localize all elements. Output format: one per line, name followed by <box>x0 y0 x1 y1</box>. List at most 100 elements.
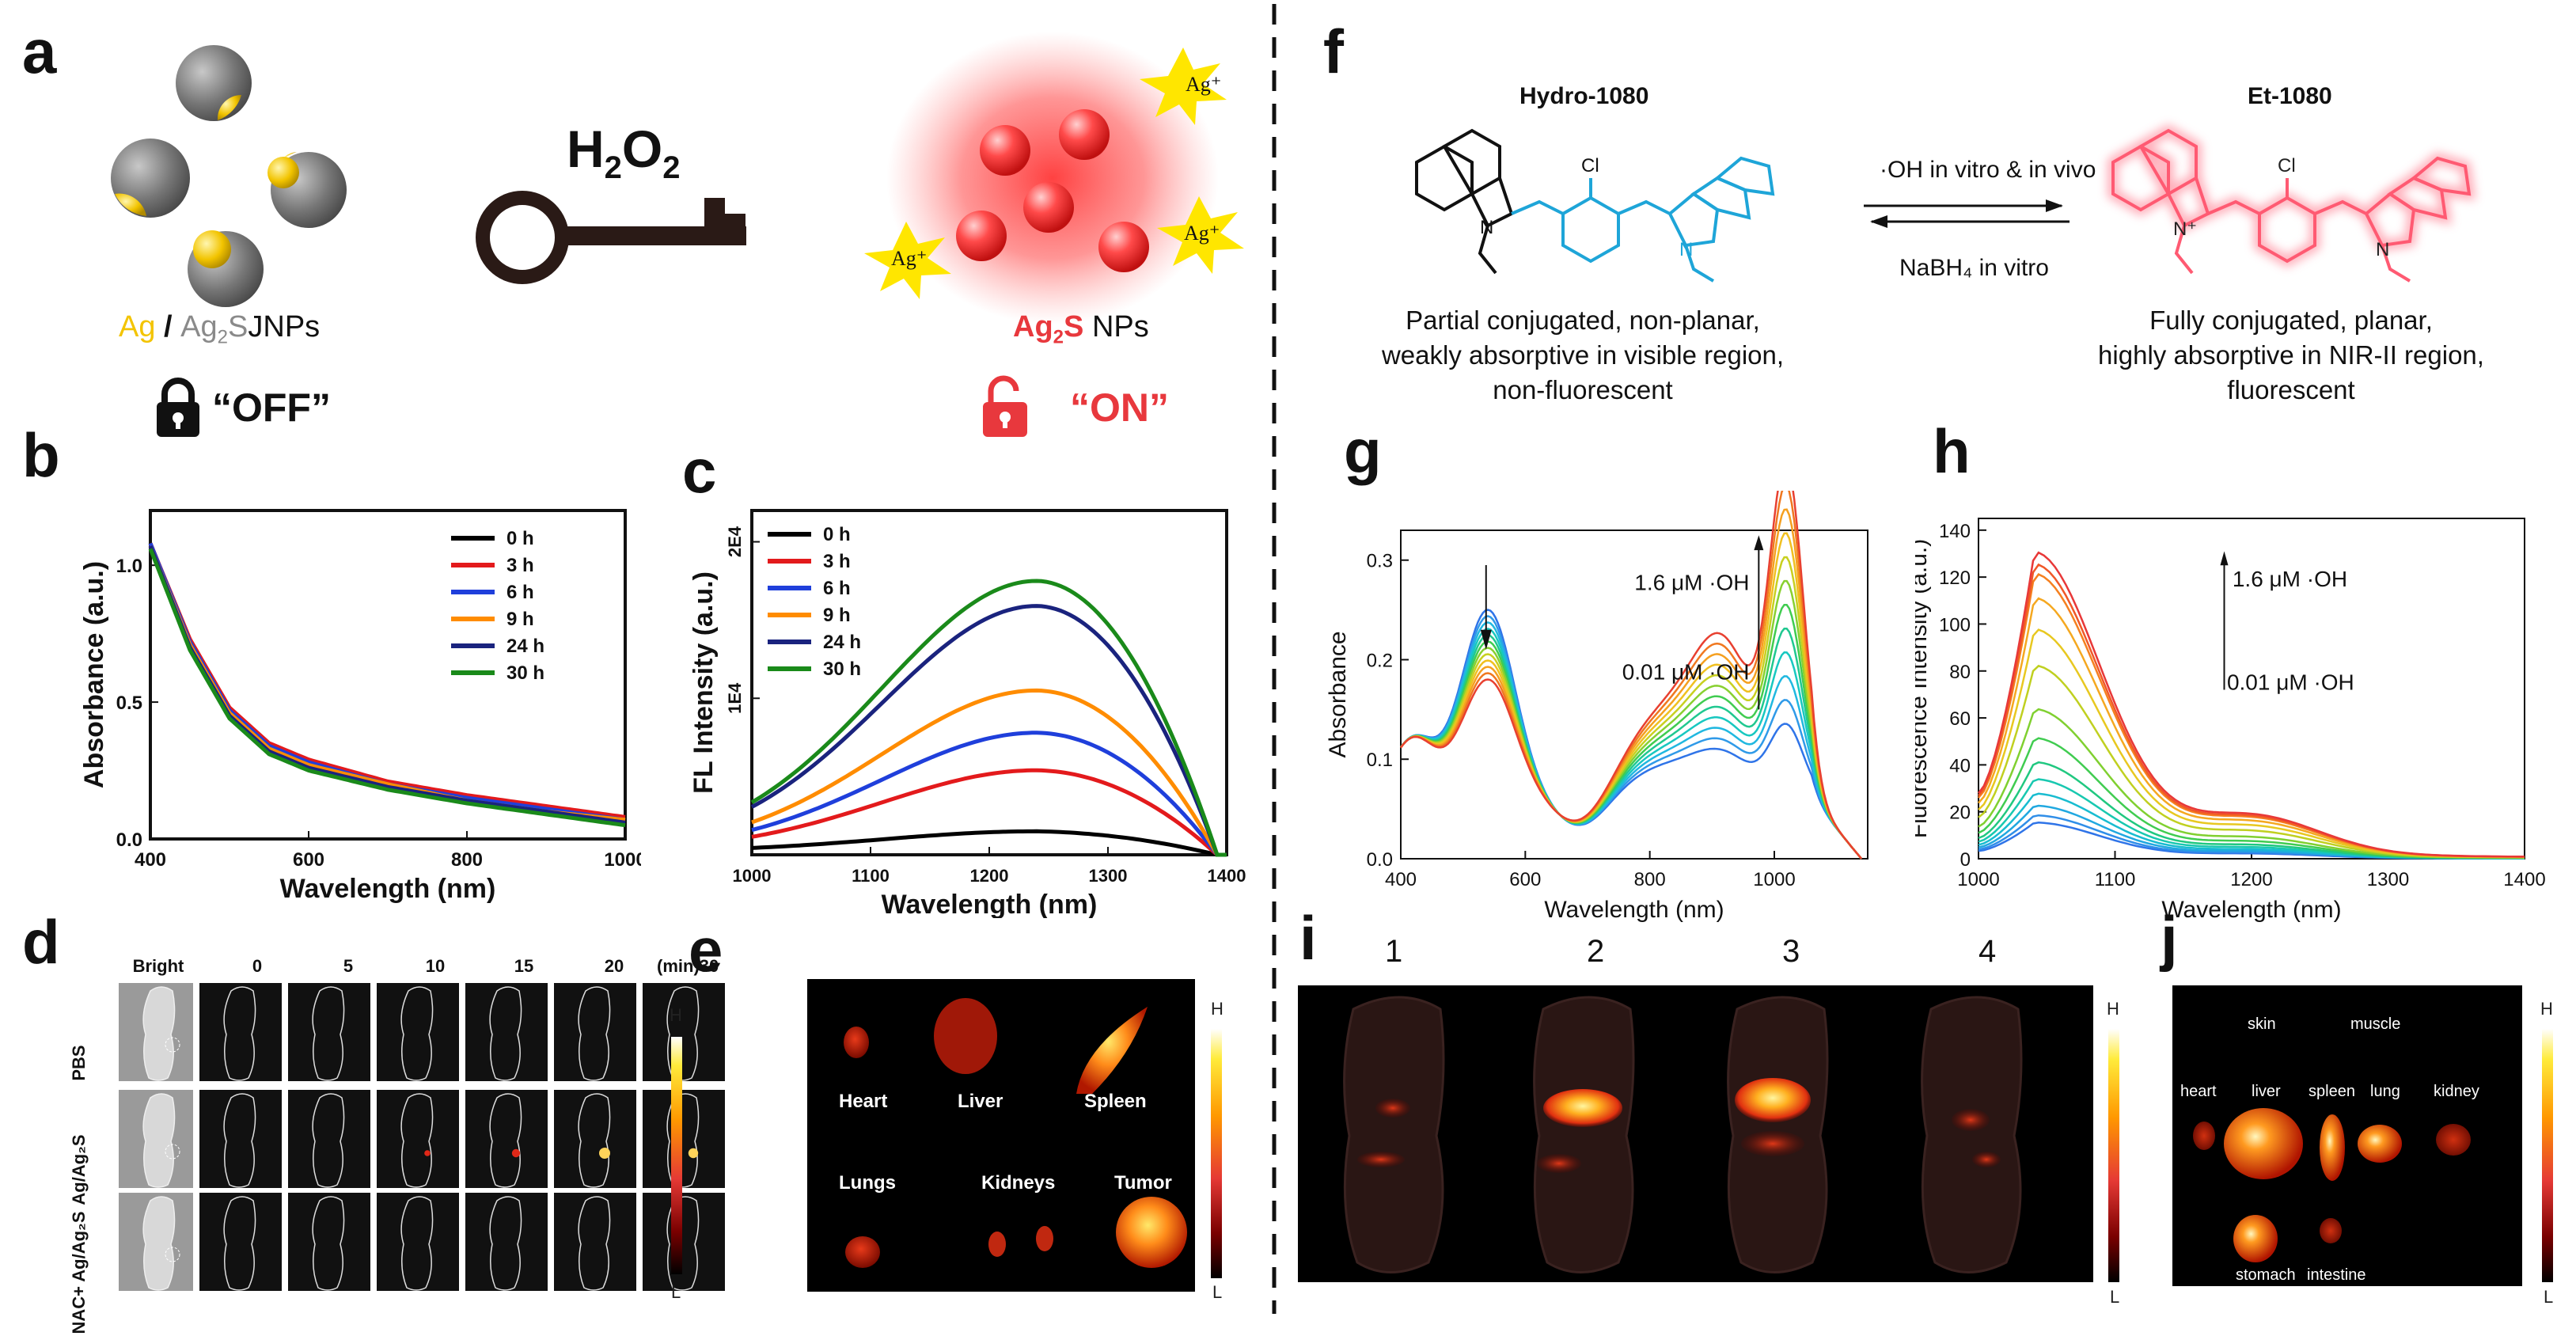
nir-image-frame <box>198 1088 283 1190</box>
concentration-low-label: 0.01 μM ·OH <box>1622 660 1750 685</box>
series-line <box>1400 556 1863 860</box>
tumor-organ <box>1116 1197 1187 1268</box>
series-line <box>1978 628 2525 859</box>
signal-spot <box>1375 1099 1410 1118</box>
mouse-outline <box>312 986 345 1081</box>
down-arrowhead <box>1480 629 1492 650</box>
legend-label: 30 h <box>506 662 544 684</box>
key-icon <box>476 191 746 284</box>
colorbar-low: L <box>671 1282 681 1302</box>
organ-label: spleen <box>2309 1083 2355 1100</box>
legend-label: 6 h <box>506 582 534 603</box>
colorbar <box>2108 1029 2119 1282</box>
mouse-outline <box>223 1093 256 1188</box>
hydro-1080-structure: Cl N N <box>1415 128 1775 283</box>
bright-field-image <box>117 1088 195 1190</box>
series-line <box>148 542 626 819</box>
et-1080-bonds <box>2111 128 2472 283</box>
chart-g: 400 600 800 1000 0.0 0.1 0.2 0.3 Wavelength (nm)… <box>1325 491 1868 923</box>
mouse-outline <box>578 1196 611 1291</box>
spleen-organ <box>2320 1114 2345 1181</box>
chloro-label: Cl <box>1581 155 1599 176</box>
mouse-outline <box>578 986 611 1081</box>
ex-vivo-organs-image: Heart Liver Spleen Lungs Kidneys Tumor <box>807 979 1195 1292</box>
mouse-outline <box>578 1093 611 1188</box>
legend-label: 24 h <box>506 636 544 657</box>
series-line <box>1400 508 1863 860</box>
colorbar-high: H <box>670 1005 682 1025</box>
organ-label: kidney <box>2434 1083 2479 1100</box>
series-line <box>751 768 1227 857</box>
intestine-organ <box>2320 1218 2342 1243</box>
ag-ion-label: Ag⁺ <box>891 247 928 270</box>
stomach-organ <box>2233 1215 2278 1262</box>
timepoint-header: (min) <box>657 956 700 976</box>
lock-closed-icon <box>157 378 199 437</box>
x-tick-label: 1300 <box>1089 866 1128 886</box>
liver-organ <box>2224 1108 2303 1179</box>
et-1080-title: Et-1080 <box>2248 83 2332 109</box>
nir-image-frame <box>198 981 283 1083</box>
equilibrium-arrows <box>1864 199 2070 228</box>
series-line <box>1978 708 2525 859</box>
colorbar-high: H <box>1211 999 1224 1019</box>
x-tick-label: 1000 <box>604 849 641 871</box>
panel-label-f: f <box>1323 17 1344 86</box>
x-tick-label: 1200 <box>970 866 1009 886</box>
x-tick-label: 400 <box>135 849 166 871</box>
panel-label-i: i <box>1299 903 1317 973</box>
janus-particle <box>188 230 264 307</box>
nitrogen-label: N <box>1679 239 1693 260</box>
y-axis-label: Absorbance <box>1325 631 1351 757</box>
organ-label: intestine <box>2307 1266 2366 1284</box>
bright-field-image <box>117 981 195 1083</box>
legend-label: 0 h <box>823 524 851 545</box>
panel-label-b: b <box>22 420 60 490</box>
organ-label: Tumor <box>1114 1172 1172 1194</box>
tumor-signal <box>511 1148 521 1158</box>
mouse-outline <box>312 1093 345 1188</box>
x-tick-label: 1200 <box>2230 869 2272 890</box>
et-1080-description: Fully conjugated, planar, highly absorpt… <box>2062 303 2521 408</box>
tumor-signal <box>688 1148 699 1159</box>
mouse-outline <box>400 986 434 1081</box>
y-tick-label: 60 <box>1949 708 1971 730</box>
x-tick-label: 600 <box>1509 869 1541 890</box>
organs-fluorescence: Heart Liver Spleen Lungs Kidneys Tumor <box>839 998 1187 1268</box>
x-tick-label: 1300 <box>2367 869 2409 890</box>
timepoint-header: Bright <box>132 956 184 976</box>
series-line <box>148 548 626 828</box>
nir-image-frame <box>552 981 638 1083</box>
spleen-organ <box>1076 1007 1148 1094</box>
janus-particle <box>111 139 190 218</box>
series-line <box>1400 491 1863 860</box>
organ-label: Heart <box>839 1091 887 1112</box>
bright-field-image <box>117 1191 195 1292</box>
panel-label-j: j <box>2161 903 2178 973</box>
colorbar-high: H <box>2107 999 2119 1019</box>
legend-label: 3 h <box>506 555 534 576</box>
mouse-outline <box>666 1093 700 1188</box>
jnps-label: Ag / Ag2SJNPs <box>119 310 321 348</box>
legend-label: 30 h <box>823 659 861 680</box>
series-line <box>148 545 626 822</box>
mouse-outline <box>312 1196 345 1291</box>
signal-spot <box>1735 1078 1811 1122</box>
janus-particle <box>176 45 252 121</box>
colorbar <box>2542 1029 2553 1282</box>
y-tick-label: 80 <box>1949 662 1971 683</box>
liver-organ <box>934 998 997 1074</box>
y-tick-label: 140 <box>1939 521 1971 542</box>
nir-image-frame <box>464 1191 549 1292</box>
up-arrowhead <box>1754 535 1764 551</box>
up-arrowhead <box>2220 551 2229 566</box>
x-axis-label: Wavelength (nm) <box>2161 897 2341 923</box>
kidney-organ <box>2436 1124 2471 1156</box>
y-tick-label: 0.0 <box>1367 849 1393 871</box>
ag-ion-label: Ag⁺ <box>1186 73 1222 96</box>
nir-image-frame <box>375 981 461 1083</box>
series-line <box>750 579 1227 857</box>
legend-label: 24 h <box>823 632 861 653</box>
nitrogen-plus-label: N⁺ <box>2173 218 2197 240</box>
timepoint-header: 0 <box>252 956 263 976</box>
